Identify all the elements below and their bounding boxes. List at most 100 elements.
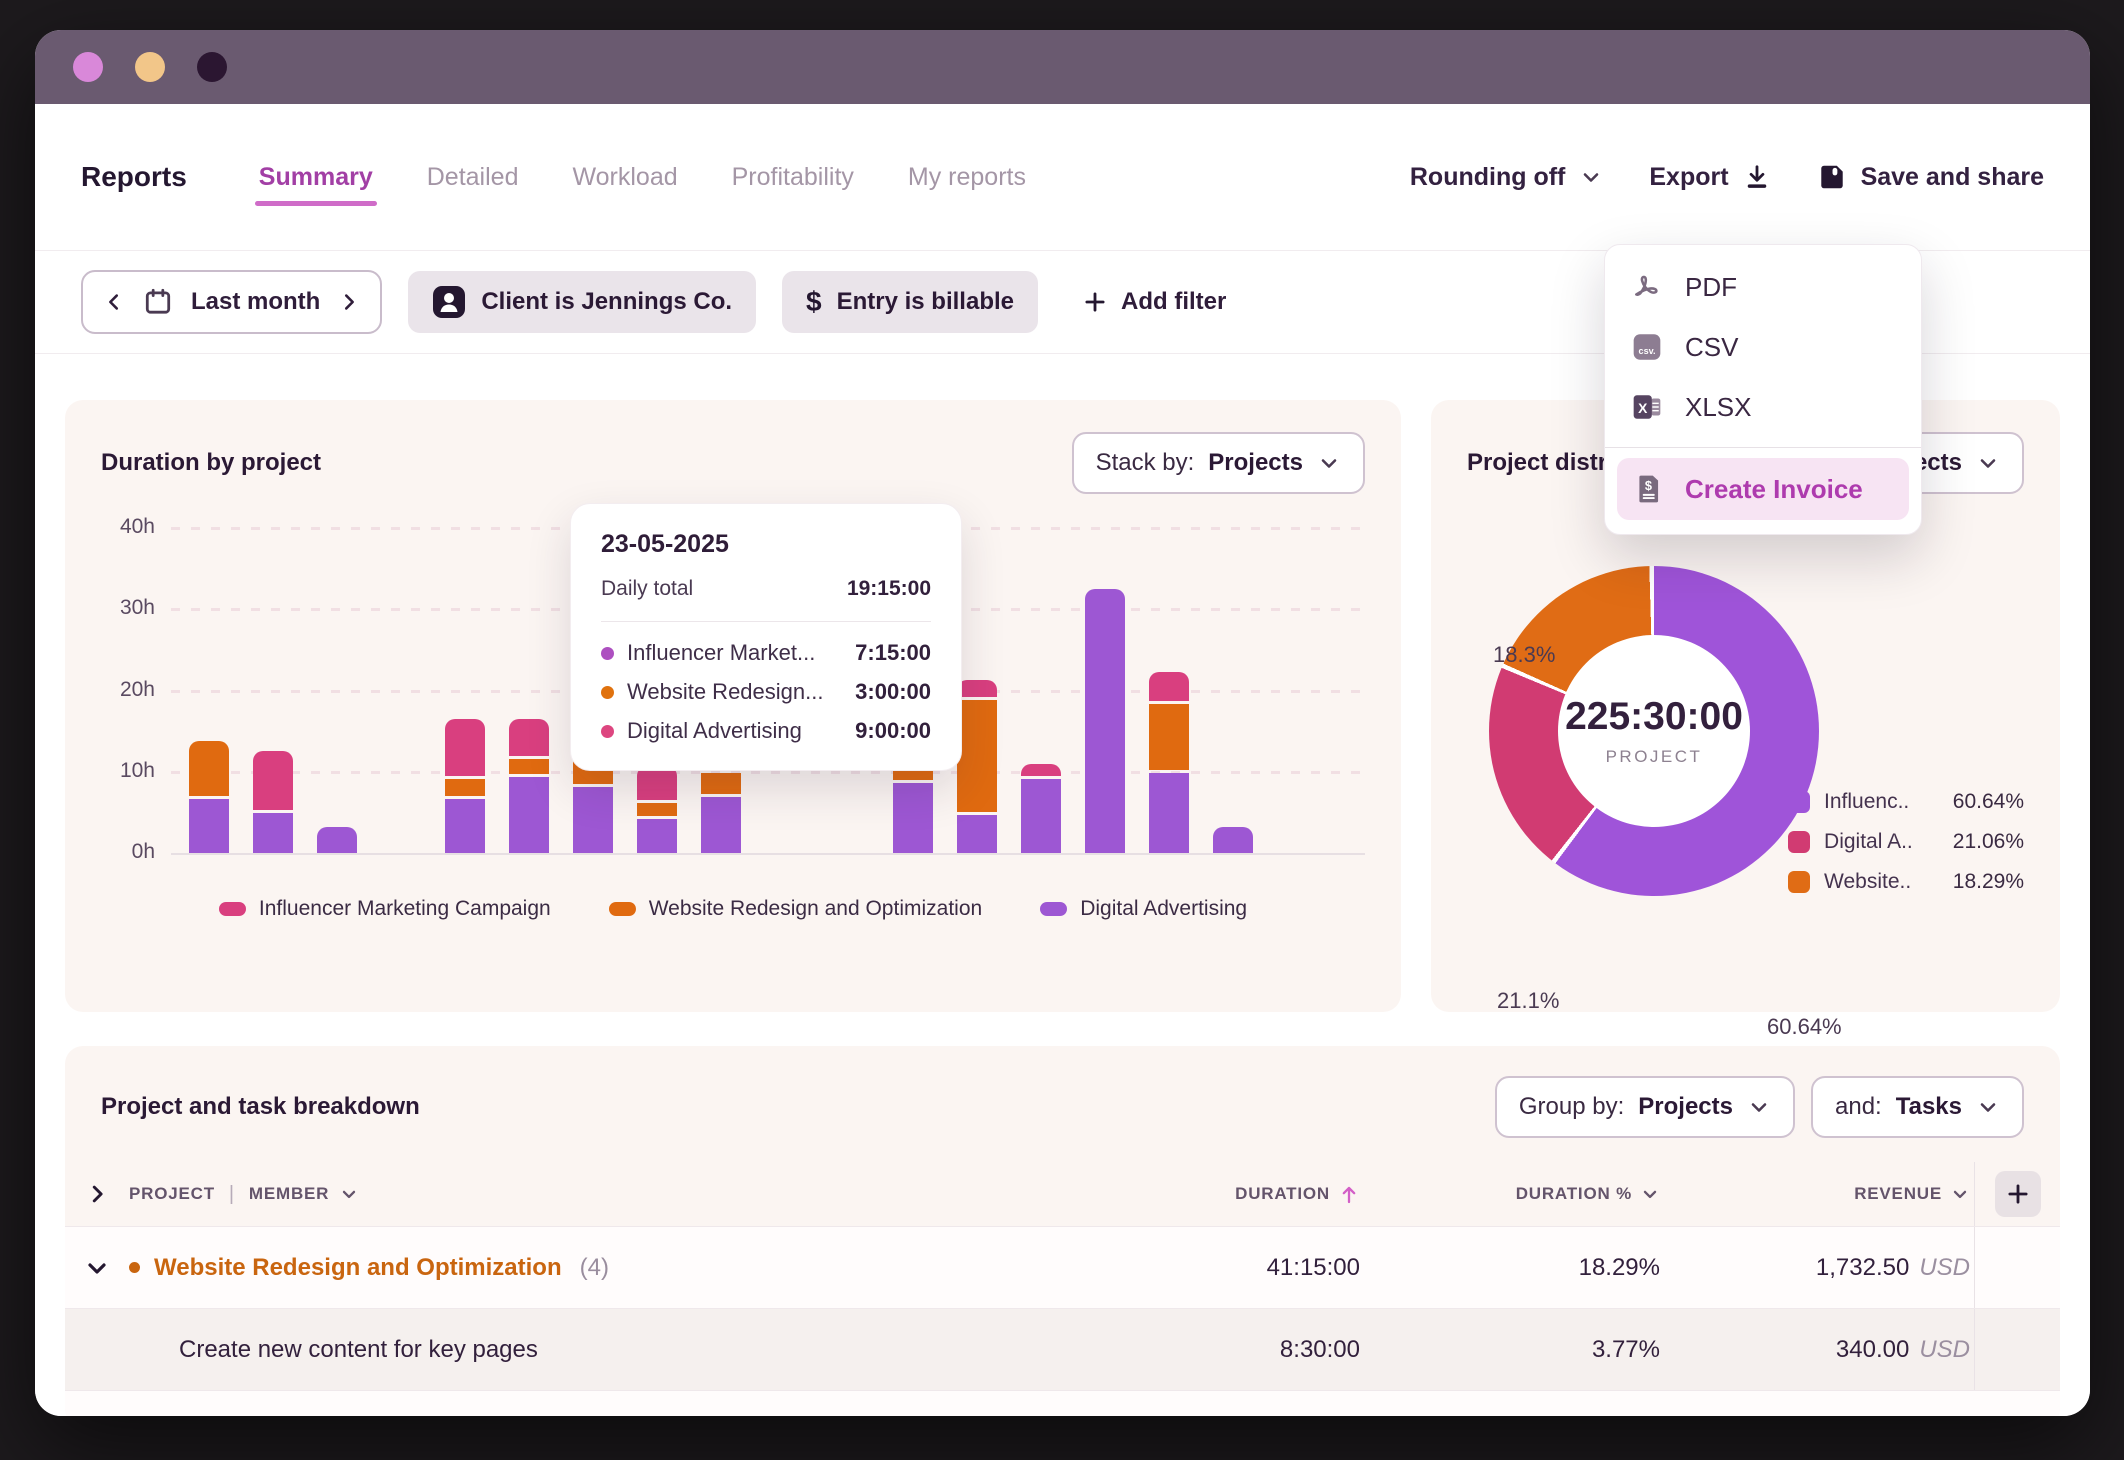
chevron-down-icon xyxy=(1747,1095,1771,1119)
y-axis-tick: 30h xyxy=(119,596,155,620)
column-duration[interactable]: DURATION xyxy=(1104,1183,1364,1205)
export-option-label: PDF xyxy=(1685,271,1737,302)
bar-chart-legend: Influencer Marketing Campaign Website Red… xyxy=(101,897,1365,921)
tab-workload[interactable]: Workload xyxy=(572,162,678,191)
svg-text:csv.: csv. xyxy=(1639,346,1656,356)
client-icon xyxy=(432,285,466,319)
column-duration-pct[interactable]: DURATION % xyxy=(1364,1184,1664,1204)
chevron-down-icon xyxy=(1640,1184,1660,1204)
tooltip-row-digital-advertising: Digital Advertising 9:00:00 xyxy=(601,718,931,744)
expand-all-button[interactable] xyxy=(65,1183,129,1205)
legend-label: Digital Advertising xyxy=(1080,897,1248,920)
bar-segment-orange xyxy=(701,772,741,795)
project-name[interactable]: Website Redesign and Optimization xyxy=(154,1253,562,1281)
export-menu: PDF csv. CSV X XLSX $ Create Invoice xyxy=(1604,244,1922,535)
stacked-bar[interactable] xyxy=(445,528,485,853)
chevron-down-icon xyxy=(1579,165,1603,189)
bar-segment-purple xyxy=(1213,826,1253,853)
tab-detailed[interactable]: Detailed xyxy=(426,162,519,191)
tab-summary[interactable]: Summary xyxy=(254,149,377,206)
add-filter-button[interactable]: Add filter xyxy=(1082,288,1226,316)
legend-label: Influenc.. xyxy=(1824,790,1910,813)
stacked-bar[interactable] xyxy=(1213,528,1253,853)
export-option-csv[interactable]: csv. CSV xyxy=(1605,317,1921,377)
legend-percent: 60.64% xyxy=(1952,790,2024,813)
table-row-website-redesign-and-optimization[interactable]: Website Redesign and Optimization (4) 41:… xyxy=(65,1226,2060,1308)
traffic-light-close[interactable] xyxy=(73,52,103,82)
stacked-bar[interactable] xyxy=(637,528,677,853)
bar-segment-purple xyxy=(189,799,229,853)
tooltip-dot xyxy=(601,724,614,738)
bar-segment-orange xyxy=(189,741,229,797)
tooltip-value: 3:00:00 xyxy=(855,679,931,704)
legend-percent: 18.29% xyxy=(1952,870,2024,893)
stacked-bar[interactable] xyxy=(509,528,549,853)
export-option-xlsx[interactable]: X XLSX xyxy=(1605,377,1921,437)
and-by-dropdown[interactable]: and: Tasks xyxy=(1811,1076,2024,1138)
stack-by-dropdown[interactable]: Stack by: Projects xyxy=(1071,432,1365,494)
dollar-icon: $ xyxy=(806,286,822,317)
bar-segment-purple xyxy=(957,815,997,853)
column-project-member[interactable]: PROJECT | MEMBER xyxy=(129,1183,1104,1206)
column-revenue[interactable]: REVENUE xyxy=(1664,1184,1974,1204)
bar-segment-pink xyxy=(1021,763,1061,776)
tooltip-rows: Influencer Market... 7:15:00 Website Redes… xyxy=(601,640,931,744)
filter-chip-client-is-jennings-co[interactable]: Client is Jennings Co. xyxy=(408,271,757,333)
project-task-breakdown-card: Project and task breakdown Group by: Pro… xyxy=(65,1046,2060,1416)
stacked-bar[interactable] xyxy=(253,528,293,853)
stacked-bar[interactable] xyxy=(1149,528,1189,853)
legend-label: Website.. xyxy=(1824,870,1912,893)
collapse-row-button[interactable] xyxy=(65,1256,129,1280)
save-label: Save and share xyxy=(1860,162,2044,191)
rounding-toggle[interactable]: Rounding off xyxy=(1410,163,1604,192)
xlsx-icon: X xyxy=(1631,391,1663,423)
bar-segment-purple xyxy=(701,797,741,853)
and-by-value: Tasks xyxy=(1895,1093,1962,1120)
stacked-bar[interactable] xyxy=(957,528,997,853)
tooltip-row-website-redesign: Website Redesign... 3:00:00 xyxy=(601,679,931,705)
tab-my-reports[interactable]: My reports xyxy=(907,162,1026,191)
export-option-pdf[interactable]: PDF xyxy=(1605,257,1921,317)
stacked-bar[interactable] xyxy=(317,528,357,853)
table-row-create-new-content-for-key-pages[interactable]: Create new content for key pages 8:30:00… xyxy=(65,1308,2060,1390)
bar-segment-orange xyxy=(1149,703,1189,770)
donut-label-purple: 60.64% xyxy=(1767,1014,1842,1039)
group-by-dropdown[interactable]: Group by: Projects xyxy=(1494,1076,1795,1138)
save-and-share-button[interactable]: Save and share xyxy=(1817,162,2044,192)
window-titlebar xyxy=(35,30,2090,104)
donut-legend-item-website: Website.. 18.29% xyxy=(1788,870,2024,894)
legend-label: Website Redesign and Optimization xyxy=(648,897,983,920)
tooltip-total-label: Daily total xyxy=(601,577,694,600)
cell-revenue: 340.00 USD xyxy=(1664,1336,1974,1364)
export-button[interactable]: Export xyxy=(1649,163,1770,192)
date-range-picker[interactable]: Last month xyxy=(81,270,383,334)
chevron-right-icon xyxy=(86,1183,108,1205)
tooltip-project: Website Redesign... xyxy=(627,679,824,704)
project-task-count: (4) xyxy=(579,1253,609,1281)
traffic-light-minimize[interactable] xyxy=(135,52,165,82)
previous-period-button[interactable] xyxy=(103,291,125,313)
add-column-button[interactable] xyxy=(1994,1171,2041,1217)
next-period-button[interactable] xyxy=(338,291,360,313)
donut-legend: Influenc.. 60.64% Digital A.. 21.06% Website… xyxy=(1788,790,2024,894)
column-project-label: PROJECT xyxy=(129,1184,215,1203)
tab-profitability[interactable]: Profitability xyxy=(731,162,854,191)
export-label: Export xyxy=(1649,162,1729,191)
create-invoice-menu-item[interactable]: $ Create Invoice xyxy=(1617,458,1909,520)
and-by-prefix: and: xyxy=(1835,1093,1882,1120)
svg-text:$: $ xyxy=(1645,478,1652,493)
donut-legend-item-influenc: Influenc.. 60.64% xyxy=(1788,790,2024,814)
chip-label: Client is Jennings Co. xyxy=(481,288,733,315)
stacked-bar[interactable] xyxy=(1085,528,1125,853)
column-duration-pct-label: DURATION % xyxy=(1515,1184,1632,1203)
filter-chip-entry-is-billable[interactable]: $ Entry is billable xyxy=(782,271,1038,333)
stacked-bar[interactable] xyxy=(189,528,229,853)
table-header-row: PROJECT | MEMBER DURATION DURATION % REV… xyxy=(65,1162,2060,1226)
revenue-amount: 340.00 xyxy=(1835,1335,1910,1363)
legend-swatch xyxy=(1040,902,1068,916)
traffic-light-maximize[interactable] xyxy=(197,52,227,82)
task-name: Create new content for key pages xyxy=(179,1335,538,1363)
stacked-bar[interactable] xyxy=(1021,528,1061,853)
plus-icon xyxy=(1082,289,1108,315)
chevron-down-icon xyxy=(1976,451,2000,475)
